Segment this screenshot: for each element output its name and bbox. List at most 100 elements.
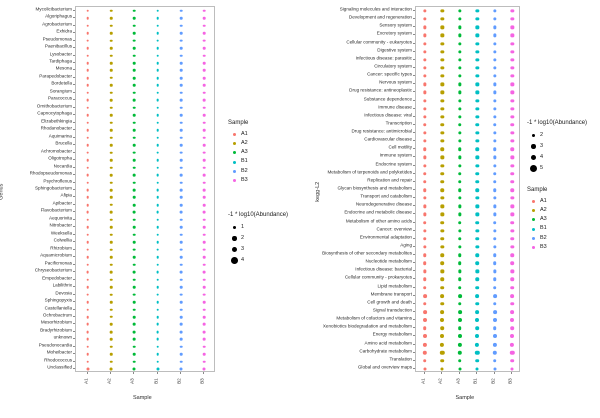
- legend-item[interactable]: A3: [228, 148, 248, 157]
- y-axis-tick-label: Flavobacterium: [40, 208, 72, 214]
- legend-item-label: 4: [241, 256, 245, 263]
- y-axis-tick: [413, 197, 415, 199]
- data-point: [133, 353, 136, 356]
- data-point: [133, 360, 136, 364]
- data-point: [203, 76, 206, 80]
- legend-item[interactable]: 2: [228, 233, 288, 244]
- data-point: [132, 39, 136, 42]
- data-point: [156, 121, 159, 125]
- legend-item[interactable]: B2: [527, 234, 547, 243]
- legend-item[interactable]: B2: [228, 167, 248, 176]
- legend-item[interactable]: 5: [527, 163, 587, 174]
- y-axis-tick: [73, 151, 75, 153]
- legend-item[interactable]: B3: [527, 243, 547, 252]
- data-point: [458, 123, 462, 127]
- data-point: [493, 171, 497, 176]
- data-point: [423, 74, 427, 78]
- data-point: [109, 106, 113, 110]
- y-axis-tick-label: Xenobiotics biodegradation and metabolis…: [322, 323, 412, 329]
- y-axis-tick-label: Transport and catabolism: [360, 193, 412, 199]
- data-point: [475, 220, 480, 225]
- data-point: [109, 300, 113, 304]
- legend-item[interactable]: 3: [228, 244, 288, 255]
- data-point: [133, 158, 136, 162]
- y-axis-tick-label: Nucleotide metabolism: [365, 258, 412, 264]
- legend-item[interactable]: 2: [527, 130, 587, 141]
- legend-item[interactable]: B1: [228, 158, 248, 167]
- legend-item[interactable]: 4: [228, 255, 288, 266]
- y-axis-tick-label: Weeksella: [50, 230, 72, 236]
- legend-color-swatch: [228, 160, 241, 164]
- data-point: [458, 82, 462, 86]
- data-point: [86, 293, 89, 296]
- y-axis-tick: [73, 69, 75, 71]
- y-axis-tick: [73, 136, 75, 138]
- data-point: [423, 269, 427, 273]
- genus-sample-axis-labels: A1 A2 A3 B1 B2 B3: [75, 372, 215, 394]
- y-axis-tick-label: Mycolicibacterium: [35, 6, 72, 12]
- data-point: [423, 131, 427, 135]
- data-point: [492, 310, 497, 314]
- data-point: [422, 310, 427, 314]
- data-point: [86, 84, 89, 87]
- legend-item-label: A1: [241, 130, 248, 137]
- x-axis-tick-label: A2: [106, 378, 112, 384]
- y-axis-tick-label: Nocardia: [53, 163, 72, 169]
- data-point: [86, 345, 89, 349]
- legend-item[interactable]: A1: [228, 130, 248, 139]
- legend-item[interactable]: A1: [527, 197, 547, 206]
- data-point: [457, 359, 462, 363]
- data-point: [179, 54, 183, 57]
- data-point: [156, 106, 159, 110]
- data-point: [156, 308, 159, 311]
- data-point: [475, 277, 479, 282]
- data-point: [109, 69, 113, 72]
- data-point: [133, 218, 136, 222]
- y-axis-tick-label: Circulatory system: [374, 63, 412, 69]
- data-point: [86, 31, 89, 35]
- y-axis-tick: [73, 256, 75, 258]
- data-point: [202, 323, 206, 326]
- legend-item[interactable]: 3: [527, 141, 587, 152]
- data-point: [457, 326, 462, 331]
- y-axis-tick-label: Aequorivita: [49, 215, 72, 221]
- y-axis-tick: [73, 181, 75, 183]
- data-point: [510, 82, 514, 86]
- legend-item[interactable]: 4: [527, 152, 587, 163]
- y-axis-tick-label: Metabolism of other amino acids: [345, 218, 412, 224]
- y-axis-tick-label: Signal transduction: [372, 307, 412, 313]
- data-point: [109, 31, 113, 35]
- legend-item[interactable]: A3: [527, 215, 547, 224]
- legend-item[interactable]: B3: [228, 176, 248, 185]
- legend-item[interactable]: A2: [228, 139, 248, 148]
- data-point: [133, 128, 136, 132]
- legend-item[interactable]: A2: [527, 206, 547, 215]
- y-axis-tick-label: Pseudonocardia: [38, 342, 72, 348]
- y-axis-tick-label: Glycan biosynthesis and metabolism: [337, 185, 412, 191]
- data-point: [493, 147, 497, 152]
- data-point: [109, 166, 113, 169]
- data-point: [86, 330, 90, 334]
- data-point: [132, 270, 136, 274]
- legend-item[interactable]: 1: [228, 222, 288, 233]
- data-point: [109, 323, 113, 326]
- data-point: [202, 211, 206, 214]
- data-point: [423, 82, 427, 86]
- data-point: [423, 188, 427, 192]
- data-point: [458, 302, 462, 306]
- data-point: [109, 338, 113, 341]
- data-point: [510, 302, 514, 306]
- data-point: [423, 367, 427, 371]
- y-axis-tick-label: Agrobacterium: [42, 21, 72, 27]
- data-point: [156, 54, 159, 57]
- data-point: [492, 334, 497, 339]
- legend-size-swatch: [228, 236, 241, 241]
- legend-item[interactable]: B1: [527, 225, 547, 234]
- data-point: [203, 345, 206, 349]
- data-point: [133, 54, 136, 57]
- data-point: [457, 350, 462, 355]
- data-point: [109, 181, 113, 184]
- y-axis-tick: [413, 262, 415, 264]
- data-point: [475, 98, 479, 103]
- left-size-legend-title: -1 * log10(Abundance): [228, 212, 289, 218]
